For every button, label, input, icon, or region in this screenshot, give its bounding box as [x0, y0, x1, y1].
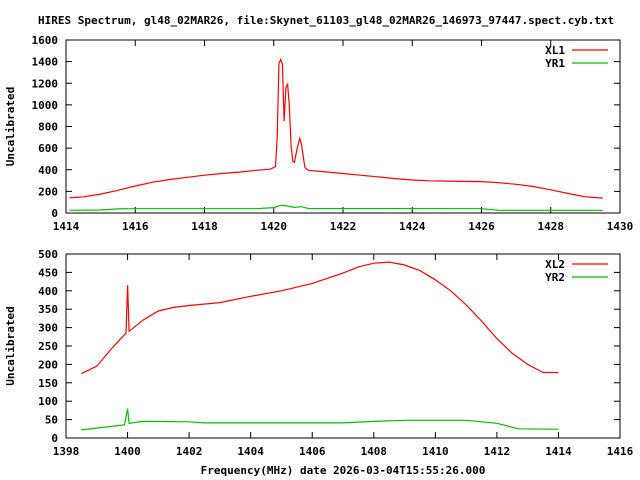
plot-frame [65, 253, 621, 439]
x-tick-label: 1402 [176, 445, 203, 458]
x-tick-label: 1410 [422, 445, 449, 458]
x-tick-label: 1414 [545, 445, 572, 458]
x-tick-label: 1408 [361, 445, 388, 458]
plot-2: 1398 1400 1402 1404 1406 1408 1410 1412 1414 1416… [4, 248, 634, 458]
y-tick-label: 350 [38, 303, 58, 316]
x-tick-label: 1430 [607, 220, 634, 233]
x-tick-label: 1416 [122, 220, 149, 233]
y-tick-label: 1200 [32, 77, 59, 90]
legend-label: YR1 [545, 57, 565, 70]
y-tick-label: 300 [38, 322, 58, 335]
y-tick-label: 50 [45, 414, 58, 427]
y-tick-label: 1000 [32, 99, 59, 112]
y-tick-label: 1400 [32, 56, 59, 69]
y-tick-label: 400 [38, 285, 58, 298]
x-tick-label: 1428 [538, 220, 565, 233]
y-tick-label: 800 [38, 121, 58, 134]
x-tick-label: 1424 [399, 220, 426, 233]
x-tick-label: 1404 [237, 445, 264, 458]
x-tick-label: 1420 [261, 220, 288, 233]
series-line-xl1 [69, 57, 603, 199]
x-tick-label: 1422 [330, 220, 357, 233]
y-axis-label: Uncalibrated [4, 87, 17, 166]
x-tick-label: 1412 [484, 445, 511, 458]
y-tick-label: 0 [51, 207, 58, 220]
y-tick-label: 0 [51, 432, 58, 445]
x-tick-label: 1398 [53, 445, 80, 458]
figure-title: HIRES Spectrum, gl48_02MAR26, file:Skyne… [38, 14, 614, 27]
legend-label: YR2 [545, 271, 565, 284]
legend-label: XL1 [545, 44, 565, 57]
y-axis-label: Uncalibrated [4, 306, 17, 385]
series-line-xl2 [81, 261, 559, 375]
x-tick-label: 1418 [191, 220, 218, 233]
x-tick-label: 1416 [607, 445, 634, 458]
y-tick-label: 1600 [32, 34, 59, 47]
x-tick-label: 1400 [114, 445, 141, 458]
y-tick-label: 450 [38, 266, 58, 279]
y-tick-label: 500 [38, 248, 58, 261]
x-tick-label: 1406 [299, 445, 326, 458]
y-tick-label: 200 [38, 358, 58, 371]
legend-label: XL2 [545, 258, 565, 271]
x-axis-label: Frequency(MHz) date 2026-03-04T15:55:26.… [201, 464, 486, 477]
y-tick-label: 600 [38, 142, 58, 155]
x-tick-label: 1414 [53, 220, 80, 233]
series-line-yr1 [69, 204, 603, 211]
x-tick-label: 1426 [468, 220, 495, 233]
series-line-yr2 [81, 408, 559, 431]
y-tick-label: 150 [38, 377, 58, 390]
plot-1: 1414 1416 1418 1420 1422 1424 1426 1428 1430 0 200… [4, 34, 633, 233]
y-tick-label: 250 [38, 340, 58, 353]
y-tick-label: 200 [38, 185, 58, 198]
y-tick-label: 100 [38, 395, 58, 408]
y-tick-label: 400 [38, 164, 58, 177]
